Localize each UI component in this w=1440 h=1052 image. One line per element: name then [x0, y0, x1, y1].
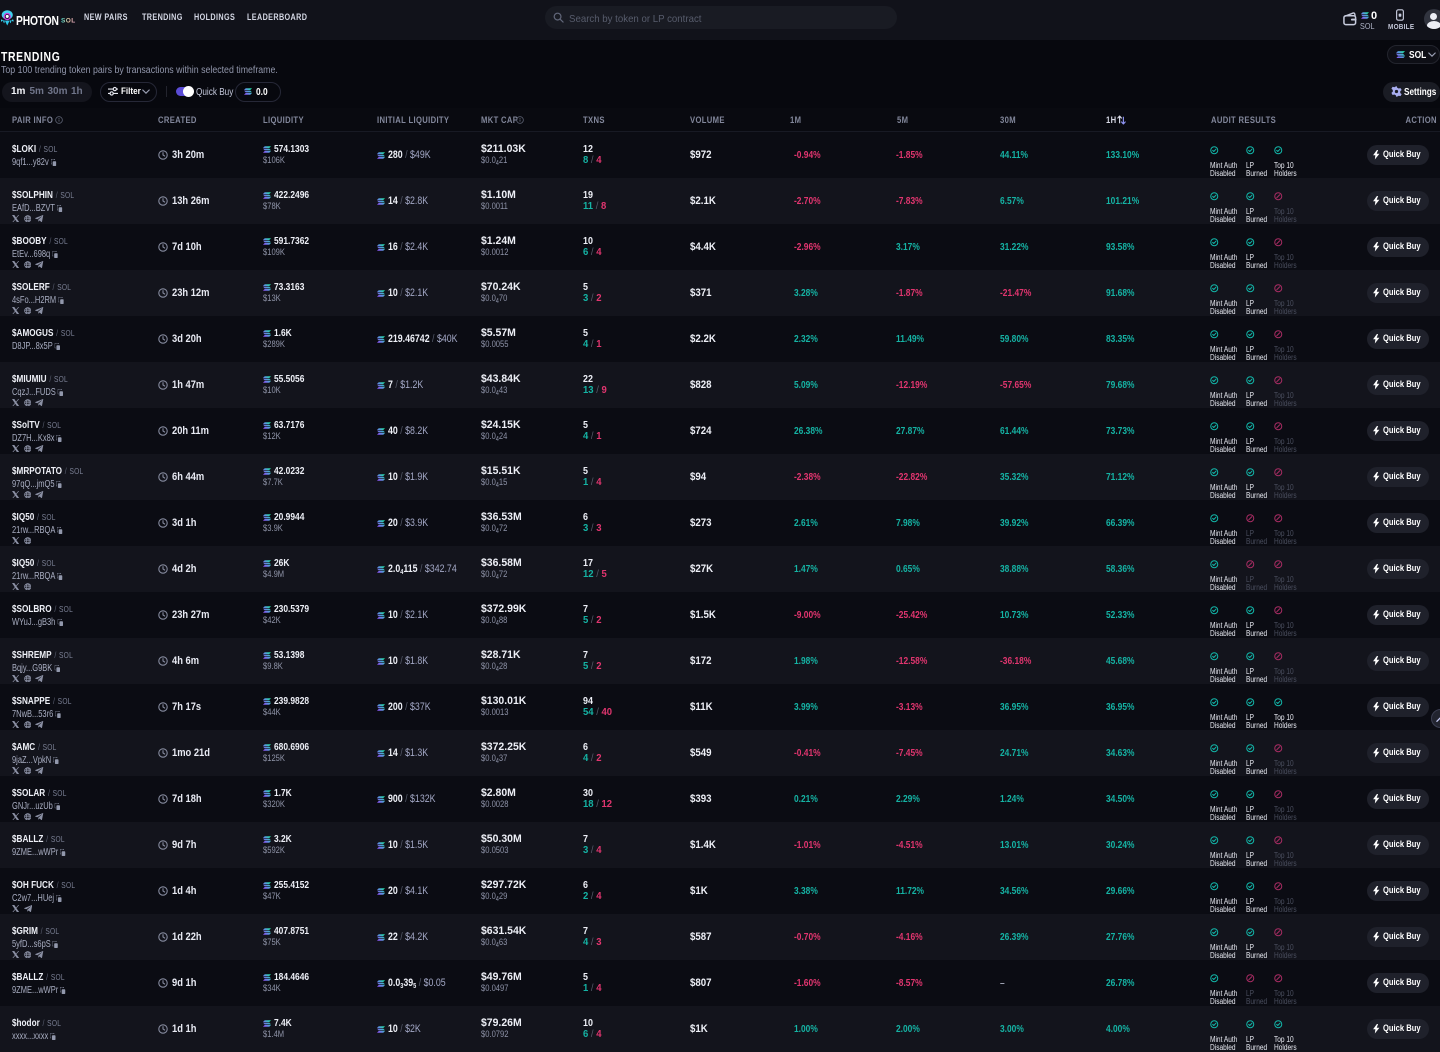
svg-text:SOL: SOL	[61, 17, 76, 24]
